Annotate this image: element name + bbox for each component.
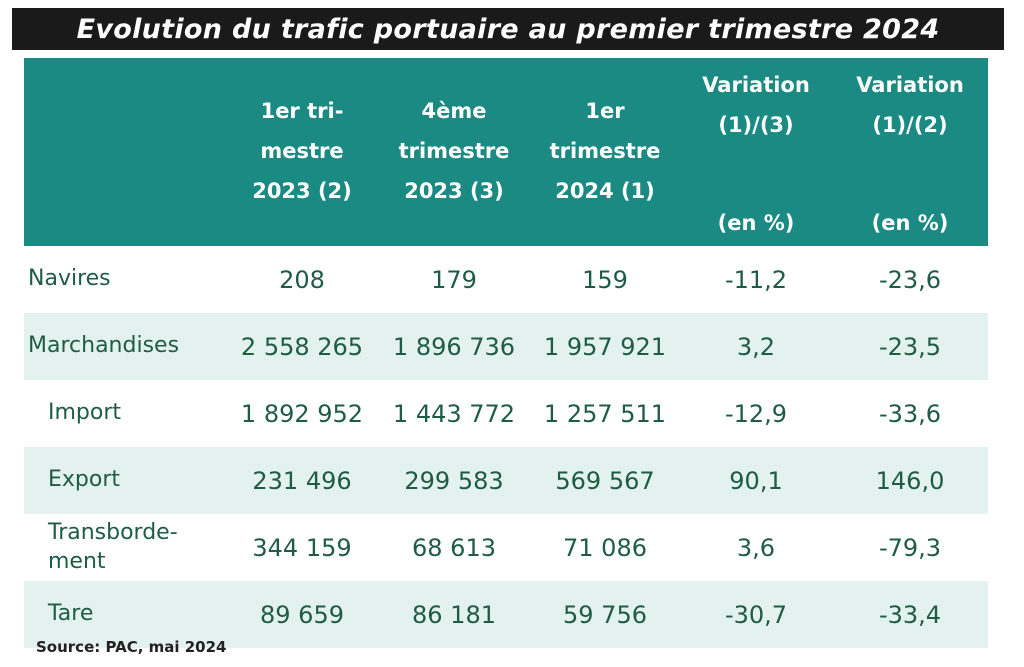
table-cell: 68 613 [412,533,496,562]
table-cell: 1 892 952 [240,399,364,428]
header-line: 1er tri- [260,99,344,124]
header-line: mestre [260,139,344,164]
table-cell: 344 159 [252,533,352,562]
header-line: Variation [702,73,810,97]
header-line: trimestre [549,139,661,164]
row-label-tare: Tare [24,581,226,648]
row-label-export: Export [24,447,226,514]
table-body: Navires 208 179 159 -11,2 -23,6 Marchand… [24,246,988,648]
header-q1-2024: 1er trimestre 2024 (1) [530,58,680,246]
table-cell: -12,9 [724,399,788,428]
table-cell: 1 257 511 [543,399,667,428]
table-row: Import 1 892 952 1 443 772 1 257 511 -12… [24,380,988,447]
table-cell: 569 567 [530,447,680,514]
header-variation-1-2: Variation (1)/(2) (en %) [832,58,988,246]
header-line: Variation [856,73,964,97]
table-cell: 231 496 [226,447,378,514]
table-cell: 146,0 [832,447,988,514]
row-label-transbordement: Transborde- ment [24,514,226,581]
table-row: Tare 89 659 86 181 59 756 -30,7 -33,4 [24,581,988,648]
header-line: 2024 (1) [555,178,655,203]
source-note: Source: PAC, mai 2024 [36,638,227,656]
row-label-navires: Navires [28,266,111,292]
table-cell: 86 181 [378,581,530,648]
header-line: 4ème [421,99,487,124]
table-cell: -30,7 [680,581,832,648]
table-cell: 3,2 [680,313,832,380]
table-row: Transborde- ment 344 159 68 613 71 086 3… [24,514,988,581]
header-line: (1)/(2) [872,112,948,137]
table-cell: 71 086 [563,533,647,562]
table-cell: -79,3 [878,533,942,562]
table-cell: 90,1 [680,447,832,514]
table-row: Export 231 496 299 583 569 567 90,1 146,… [24,447,988,514]
table-cell: -23,5 [832,313,988,380]
table-cell: 1 896 736 [378,313,530,380]
page-title: Evolution du trafic portuaire au premier… [76,13,940,45]
header-line: (1)/(3) [718,112,794,137]
header-unit: (en %) [717,211,795,236]
table-cell: 59 756 [530,581,680,648]
table-cell: 89 659 [226,581,378,648]
row-label-line: Transborde- [48,519,178,545]
header-line: 2023 (2) [252,178,352,203]
table-cell: 208 [279,265,325,294]
row-label-import: Import [48,400,122,426]
traffic-table: 1er tri- mestre 2023 (2) 4ème trimestre … [24,58,988,648]
table-cell: 1 443 772 [392,399,516,428]
table-cell: -23,6 [878,265,942,294]
table-cell: -33,6 [878,399,942,428]
table-header: 1er tri- mestre 2023 (2) 4ème trimestre … [24,58,988,246]
header-line: trimestre [398,139,510,164]
header-blank [24,58,226,246]
header-line: 1er [585,99,625,124]
header-row: 1er tri- mestre 2023 (2) 4ème trimestre … [24,58,988,246]
header-q4-2023: 4ème trimestre 2023 (3) [378,58,530,246]
table-cell: 299 583 [378,447,530,514]
table-cell: 159 [582,265,628,294]
header-unit: (en %) [871,211,949,236]
row-label-line: ment [48,548,106,574]
table-cell: 1 957 921 [530,313,680,380]
table-cell: -11,2 [724,265,788,294]
table-row: Marchandises 2 558 265 1 896 736 1 957 9… [24,313,988,380]
row-label-marchandises: Marchandises [24,313,226,380]
table-row: Navires 208 179 159 -11,2 -23,6 [24,246,988,313]
table-cell: -33,4 [832,581,988,648]
header-line: 2023 (3) [404,178,504,203]
table-cell: 179 [431,265,477,294]
header-variation-1-3: Variation (1)/(3) (en %) [680,58,832,246]
table-cell: 2 558 265 [226,313,378,380]
title-bar: Evolution du trafic portuaire au premier… [12,8,1004,50]
table-cell: 3,6 [736,533,776,562]
header-q1-2023: 1er tri- mestre 2023 (2) [226,58,378,246]
